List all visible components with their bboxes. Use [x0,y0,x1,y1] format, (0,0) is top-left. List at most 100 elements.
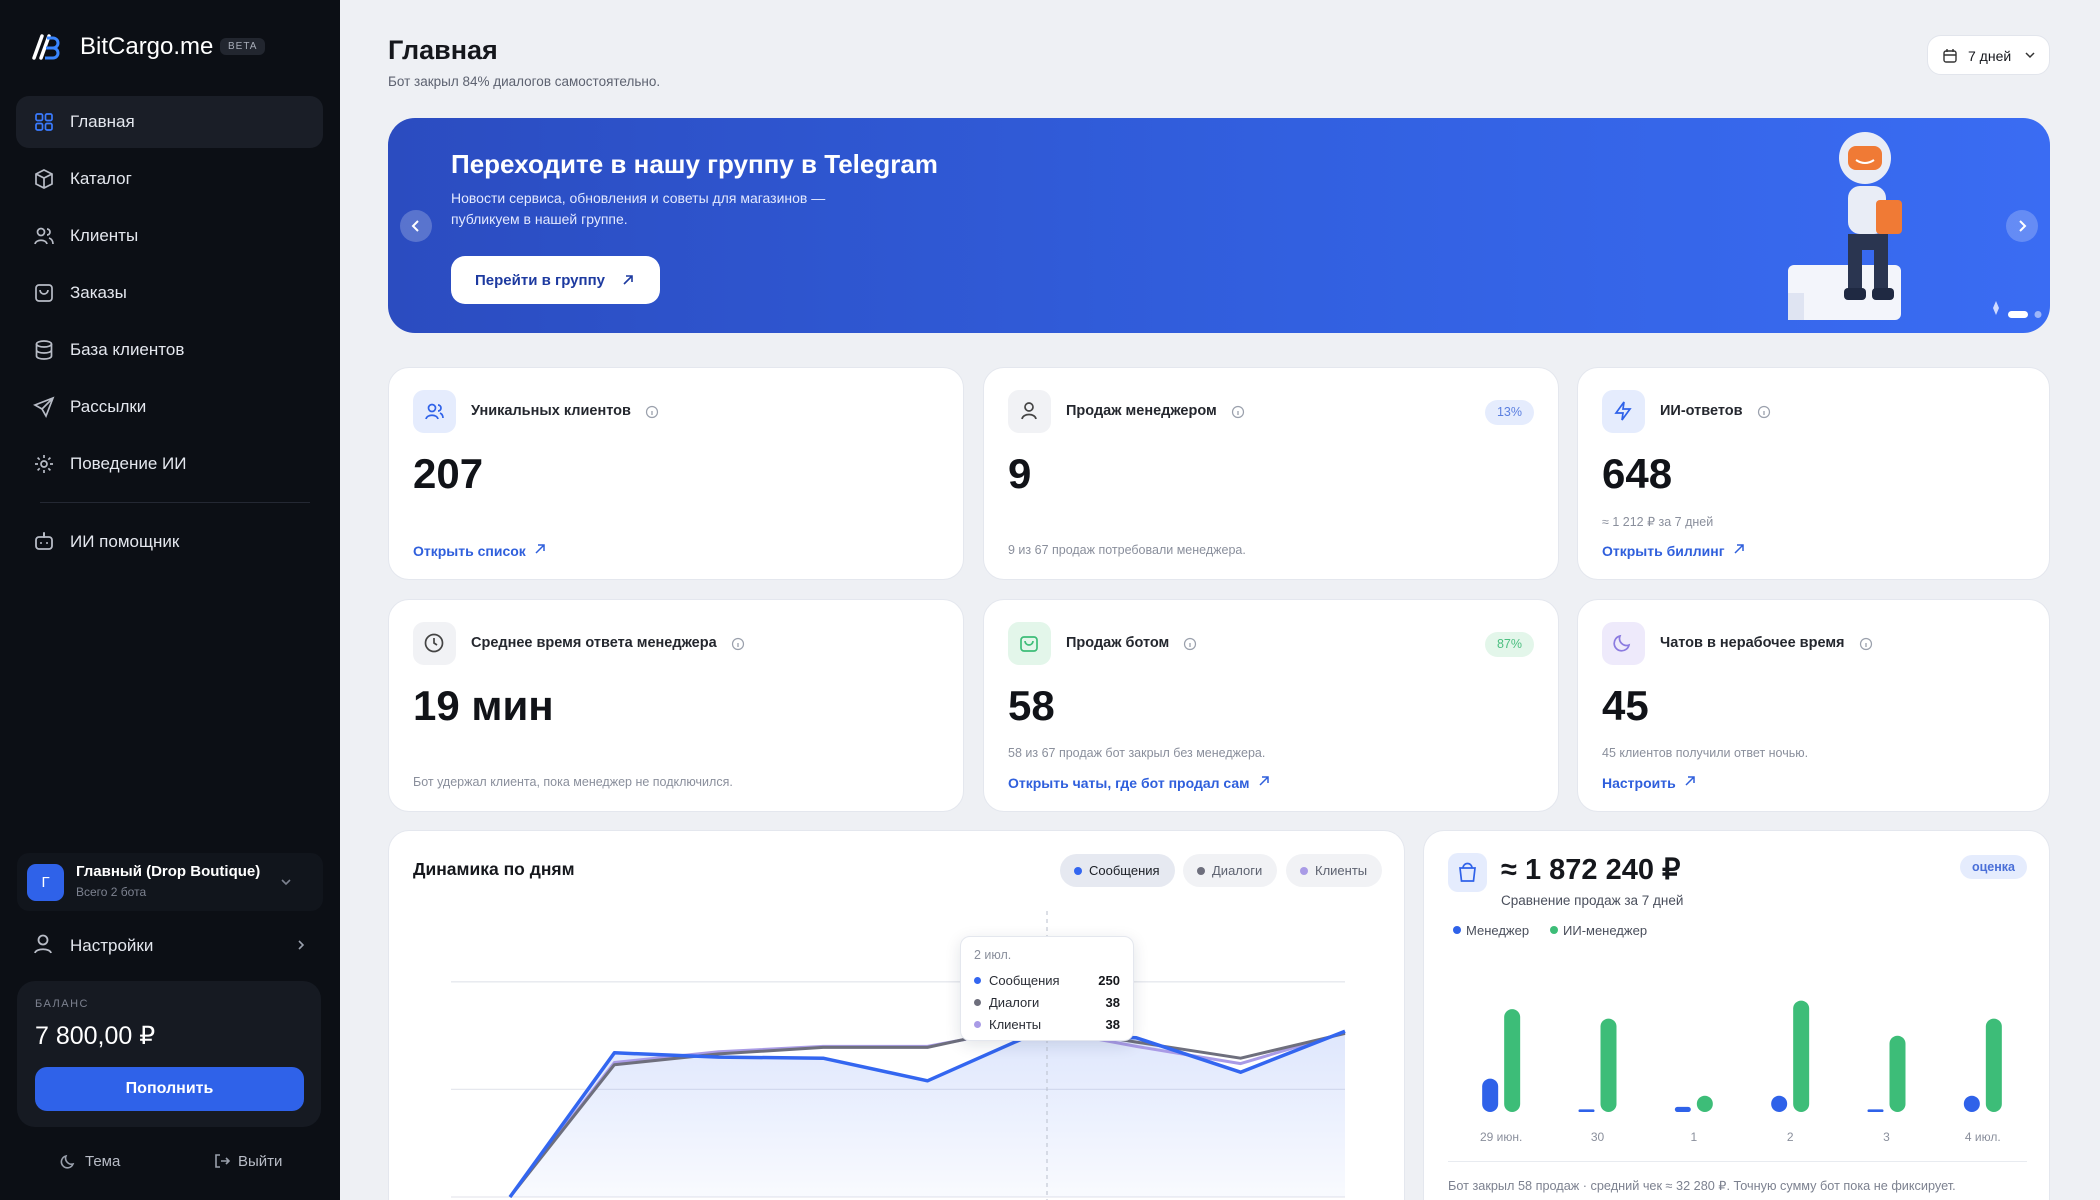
link-arrow [535,544,545,554]
stat-card: Среднее время ответа менеджера 19 мин Бот … [388,599,964,812]
topup-button[interactable]: Пополнить [35,1067,304,1111]
nav-label: База клиентов [70,340,185,359]
legend-dot [1453,926,1461,934]
settings[interactable]: Настройки [16,920,323,970]
card-icon [1008,390,1051,433]
icon [1020,636,1038,652]
tooltip-label: Клиенты [989,1017,1042,1032]
nav-item[interactable]: Каталог [16,153,323,205]
link-arrow [1685,776,1695,786]
nav-item[interactable]: Поведение ИИ [16,438,323,490]
bar [1889,1035,1906,1112]
banner-next[interactable] [2006,210,2038,242]
card-note: ≈ 1 212 ₽ за 7 дней [1602,515,1714,529]
bar [1771,1095,1788,1112]
period-select[interactable]: 7 дней [1927,35,2050,75]
estimate-badge: оценка [1960,855,2027,879]
banner-button-label: Перейти в группу [475,272,605,289]
icon [424,633,444,653]
legend-label: Сообщения [1089,863,1160,878]
info-icon [731,637,745,651]
workspace[interactable]: Г Главный (Drop Boutique) Всего 2 бота [17,853,323,911]
theme-button[interactable]: Тема [85,1153,121,1170]
robot-illustration [1788,132,2042,320]
nav-label: Заказы [70,283,127,302]
legend-toggle[interactable]: Клиенты [1286,854,1382,887]
brand: BitCargo.me [80,33,214,60]
area [510,1031,1345,1197]
icon [1021,402,1037,420]
tooltip-dot [974,999,981,1006]
theme-icon [60,1154,75,1169]
sidebar: BitCargo.me BETA Главная Каталог Клиенты За… [0,0,340,1200]
card-link[interactable]: Настроить [1602,775,1676,791]
nav-icon [35,284,53,302]
tooltip-dot [974,977,981,984]
card-icon [1008,622,1051,665]
legend-dot [1300,867,1308,875]
nav-item[interactable]: Главная [16,96,323,148]
sales-panel: ≈ 1 872 240 ₽ Сравнение продаж за 7 дней… [1423,830,2050,1200]
card-icon [1602,622,1645,665]
link-arrow [1259,776,1269,786]
calendar-icon [1943,49,1957,63]
card-link[interactable]: Открыть список [413,543,526,559]
line-chart [451,911,1346,1200]
settings-icon [34,934,52,954]
x-tick-label: 3 [1883,1130,1890,1144]
share-badge: 87% [1485,632,1534,657]
nav-item[interactable]: Заказы [16,267,323,319]
card-title: ИИ-ответов [1660,403,1743,419]
legend-toggle[interactable]: Сообщения [1060,854,1175,887]
tooltip: 2 июл. Сообщения 250 Диалоги 38 Клиенты 38 [960,936,1134,1041]
x-tick-label: 29 июн. [1480,1130,1522,1144]
nav-item[interactable]: База клиентов [16,324,323,376]
card-link[interactable]: Открыть биллинг [1602,543,1725,559]
nav-item[interactable]: ИИ помощник [16,516,323,568]
nav-label: Каталог [70,169,132,188]
nav-label: Рассылки [70,397,147,416]
card-icon [413,622,456,665]
dynamics-panel: Динамика по дням Сообщения Диалоги Клиенты… [388,830,1405,1200]
card-note: 9 из 67 продаж потребовали менеджера. [1008,543,1246,557]
legend-label: Менеджер [1466,923,1530,938]
tooltip-label: Диалоги [989,995,1040,1010]
balance: БАЛАНС 7 800,00 ₽ Пополнить [17,981,321,1127]
card-icon [413,390,456,433]
logout-button[interactable]: Выйти [238,1153,283,1170]
info-icon [1231,405,1245,419]
card-value: 207 [413,450,484,497]
balance-amount: 7 800,00 ₽ [35,1022,156,1050]
nav-icon [34,227,54,245]
legend-toggle[interactable]: Диалоги [1183,854,1277,887]
card-title: Уникальных клиентов [471,403,631,419]
icon [425,403,444,420]
sales-note: Бот закрыл 58 продаж · средний чек ≈ 32 … [1448,1179,1956,1193]
settings-label: Настройки [70,936,154,955]
legend-dot [1074,867,1082,875]
x-tick-label: 1 [1690,1130,1697,1144]
card-value: 9 [1008,450,1032,497]
workspace-sub: Всего 2 бота [76,885,147,899]
bar [1578,1109,1595,1112]
card-value: 648 [1602,450,1673,497]
banner-button[interactable]: Перейти в группу [451,256,660,304]
card-title: Продаж менеджером [1066,403,1217,419]
tooltip-label: Сообщения [989,973,1060,988]
link-arrow [1734,544,1744,554]
nav-item[interactable]: Клиенты [16,210,323,262]
nav-label: ИИ помощник [70,532,180,551]
series-line [508,1023,1346,1198]
nav-label: Клиенты [70,226,139,245]
card-link[interactable]: Открыть чаты, где бот продал сам [1008,775,1250,791]
card-note: 45 клиентов получили ответ ночью. [1602,746,1809,760]
banner-prev[interactable] [400,210,432,242]
stat-card: Уникальных клиентов 207 Открыть список [388,367,964,580]
bar [1674,1106,1691,1112]
nav-item[interactable]: Рассылки [16,381,323,433]
card-title: Среднее время ответа менеджера [471,635,717,651]
nav-label: Главная [70,112,135,131]
divider [1448,1161,2027,1162]
tooltip-dot [974,1021,981,1028]
